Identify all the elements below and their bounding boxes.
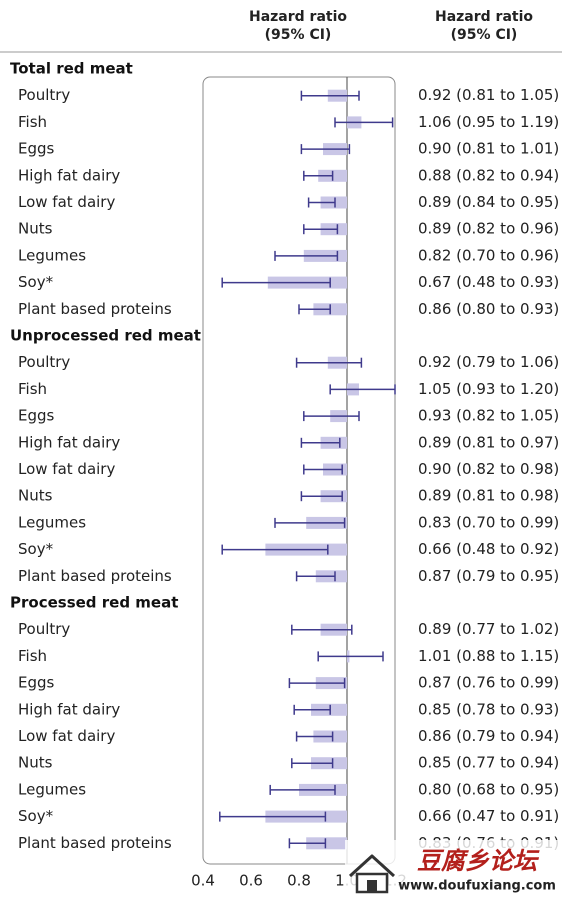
- row-label-g0-r8: Plant based proteins: [18, 300, 172, 318]
- row-label-g1-r4: Low fat dairy: [18, 460, 115, 478]
- row-value-g2-r1: 1.01 (0.88 to 1.15): [418, 647, 559, 665]
- row-value-g2-r0: 0.89 (0.77 to 1.02): [418, 620, 559, 638]
- group-label-1: Unprocessed red meat: [10, 327, 201, 345]
- row-label-g0-r1: Fish: [18, 113, 47, 131]
- row-label-g1-r0: Poultry: [18, 353, 70, 371]
- row-label-g1-r8: Plant based proteins: [18, 567, 172, 585]
- row-value-g0-r0: 0.92 (0.81 to 1.05): [418, 86, 559, 104]
- group-label-0: Total red meat: [10, 60, 133, 78]
- row-label-g0-r3: High fat dairy: [18, 166, 120, 184]
- row-value-g0-r3: 0.88 (0.82 to 0.94): [418, 166, 559, 184]
- row-label-g0-r0: Poultry: [18, 86, 70, 104]
- house-door: [367, 880, 377, 892]
- row-value-g2-r2: 0.87 (0.76 to 0.99): [418, 674, 559, 692]
- x-tick-1: 0.6: [239, 872, 263, 890]
- row-value-g0-r5: 0.89 (0.82 to 0.96): [418, 220, 559, 238]
- row-value-g0-r1: 1.06 (0.95 to 1.19): [418, 113, 559, 131]
- estimate-bar-g2-r8: [306, 837, 347, 850]
- row-label-g1-r5: Nuts: [18, 487, 53, 505]
- row-label-g0-r2: Eggs: [18, 140, 55, 158]
- row-label-g1-r6: Legumes: [18, 513, 86, 531]
- row-label-g0-r7: Soy*: [18, 273, 54, 291]
- row-label-g0-r5: Nuts: [18, 220, 53, 238]
- row-label-g2-r2: Eggs: [18, 674, 55, 692]
- row-value-g2-r4: 0.86 (0.79 to 0.94): [418, 727, 559, 745]
- row-value-g2-r3: 0.85 (0.78 to 0.93): [418, 700, 559, 718]
- row-label-g2-r0: Poultry: [18, 620, 70, 638]
- house-icon: [348, 854, 396, 894]
- row-value-g1-r5: 0.89 (0.81 to 0.98): [418, 487, 559, 505]
- row-label-g2-r8: Plant based proteins: [18, 834, 172, 852]
- header-right-line1: Hazard ratio: [435, 9, 533, 25]
- row-label-g2-r4: Low fat dairy: [18, 727, 115, 745]
- row-label-g2-r7: Soy*: [18, 807, 54, 825]
- row-label-g2-r1: Fish: [18, 647, 47, 665]
- row-label-g1-r3: High fat dairy: [18, 433, 120, 451]
- row-label-g2-r3: High fat dairy: [18, 700, 120, 718]
- row-value-g1-r6: 0.83 (0.70 to 0.99): [418, 513, 559, 531]
- row-value-g1-r1: 1.05 (0.93 to 1.20): [418, 380, 559, 398]
- row-value-g0-r6: 0.82 (0.70 to 0.96): [418, 246, 559, 264]
- row-value-g1-r4: 0.90 (0.82 to 0.98): [418, 460, 559, 478]
- row-label-g2-r5: Nuts: [18, 754, 53, 772]
- row-value-g0-r7: 0.67 (0.48 to 0.93): [418, 273, 559, 291]
- group-label-2: Processed red meat: [10, 594, 178, 612]
- header-left-line2: (95% CI): [265, 27, 332, 43]
- watermark-title: 豆腐乡论坛: [417, 847, 540, 875]
- row-label-g2-r6: Legumes: [18, 780, 86, 798]
- row-label-g1-r7: Soy*: [18, 540, 54, 558]
- header-left-line1: Hazard ratio: [249, 9, 347, 25]
- plot-panel: [202, 76, 396, 865]
- row-value-g2-r5: 0.85 (0.77 to 0.94): [418, 754, 559, 772]
- header-right-line2: (95% CI): [451, 27, 518, 43]
- row-label-g1-r1: Fish: [18, 380, 47, 398]
- row-value-g0-r8: 0.86 (0.80 to 0.93): [418, 300, 559, 318]
- row-label-g0-r6: Legumes: [18, 246, 86, 264]
- row-value-g1-r3: 0.89 (0.81 to 0.97): [418, 433, 559, 451]
- row-label-g0-r4: Low fat dairy: [18, 193, 115, 211]
- row-value-g2-r6: 0.80 (0.68 to 0.95): [418, 780, 559, 798]
- x-tick-2: 0.8: [287, 872, 311, 890]
- house-roof: [348, 854, 396, 878]
- row-value-g0-r4: 0.89 (0.84 to 0.95): [418, 193, 559, 211]
- x-tick-0: 0.4: [191, 872, 215, 890]
- row-value-g0-r2: 0.90 (0.81 to 1.01): [418, 140, 559, 158]
- row-value-g2-r7: 0.66 (0.47 to 0.91): [418, 807, 559, 825]
- row-value-g1-r8: 0.87 (0.79 to 0.95): [418, 567, 559, 585]
- row-label-g1-r2: Eggs: [18, 407, 55, 425]
- watermark-url: www.doufuxiang.com: [398, 879, 556, 894]
- row-value-g1-r0: 0.92 (0.79 to 1.06): [418, 353, 559, 371]
- row-value-g1-r7: 0.66 (0.48 to 0.92): [418, 540, 559, 558]
- row-value-g1-r2: 0.93 (0.82 to 1.05): [418, 407, 559, 425]
